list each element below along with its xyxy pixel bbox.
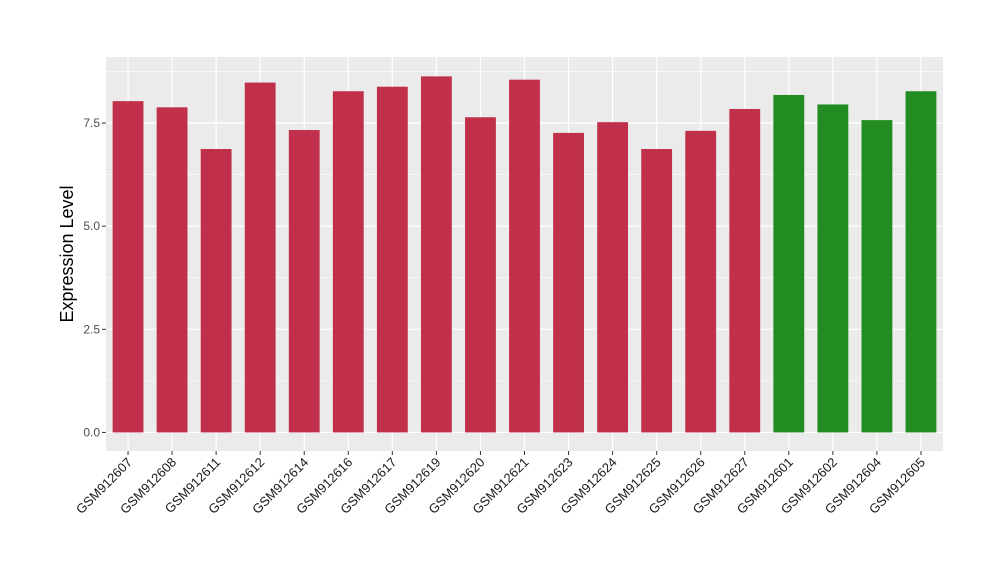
bar-GSM912612: [244, 82, 276, 433]
bar-GSM912617: [376, 86, 408, 433]
x-axis: GSM912607GSM912608GSM912611GSM912612GSM9…: [73, 451, 928, 517]
bar-GSM912624: [597, 122, 629, 433]
bar-GSM912608: [156, 107, 188, 433]
bar-GSM912607: [112, 101, 144, 433]
y-tick-label: 7.5: [83, 116, 100, 130]
bar-GSM912604: [861, 120, 893, 433]
y-axis: 0.0 2.5 5.0 7.5: [83, 116, 106, 439]
bar-GSM912611: [200, 149, 232, 433]
y-tick-label: 2.5: [83, 322, 100, 336]
bar-GSM912620: [465, 117, 496, 433]
bar-GSM912616: [332, 91, 364, 433]
bar-GSM912626: [685, 130, 717, 433]
bar-GSM912605: [905, 91, 937, 433]
y-tick-label: 0.0: [83, 425, 100, 439]
bar-GSM912625: [641, 149, 673, 433]
bar-GSM912627: [729, 108, 761, 433]
y-axis-label: Expression Level: [57, 185, 77, 322]
bars-group: [112, 76, 937, 433]
bar-GSM912623: [553, 132, 584, 433]
bar-GSM912602: [817, 104, 849, 433]
bar-GSM912619: [420, 76, 452, 433]
y-tick-label: 5.0: [83, 219, 100, 233]
bar-GSM912601: [773, 94, 805, 433]
bar-GSM912621: [509, 79, 540, 433]
bar-GSM912614: [288, 130, 320, 433]
